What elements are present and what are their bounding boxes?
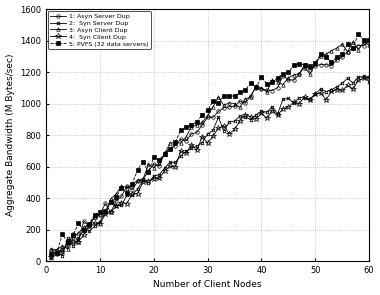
1: Asyn Server Dup: (21, 602): Asyn Server Dup: (21, 602) [157, 164, 162, 168]
4:  Syn Client Dup: (38, 916): Syn Client Dup: (38, 916) [249, 115, 253, 119]
Line: 5: PVFS (32 data servers): 5: PVFS (32 data servers) [49, 32, 371, 256]
5: PVFS (32 data servers): (18, 632): PVFS (32 data servers): (18, 632) [141, 160, 145, 163]
5: PVFS (32 data servers): (38, 1.13e+03): PVFS (32 data servers): (38, 1.13e+03) [249, 81, 253, 85]
2:  Syn Server Dup: (18, 512): Syn Server Dup: (18, 512) [141, 179, 145, 182]
4:  Syn Client Dup: (20, 521): Syn Client Dup: (20, 521) [152, 177, 156, 181]
1: Asyn Server Dup: (19, 571): Asyn Server Dup: (19, 571) [146, 169, 151, 173]
2:  Syn Server Dup: (1, 17.8): Syn Server Dup: (1, 17.8) [49, 256, 54, 260]
Line: 3: Asyn Client Dup: 3: Asyn Client Dup [50, 40, 371, 251]
3: Asyn Client Dup: (19, 614): Asyn Client Dup: (19, 614) [146, 163, 151, 166]
Legend: 1: Asyn Server Dup, 2:  Syn Server Dup, 3: Asyn Client Dup, 4:  Syn Client Dup, : 1: Asyn Server Dup, 2: Syn Server Dup, 3… [48, 11, 150, 49]
4:  Syn Client Dup: (18, 502): Syn Client Dup: (18, 502) [141, 180, 145, 184]
Line: 2:  Syn Server Dup: 2: Syn Server Dup [49, 74, 371, 260]
4:  Syn Client Dup: (11, 300): Syn Client Dup: (11, 300) [103, 212, 108, 216]
1: Asyn Server Dup: (2, 44.7): Asyn Server Dup: (2, 44.7) [55, 252, 59, 256]
3: Asyn Client Dup: (1, 75.7): Asyn Client Dup: (1, 75.7) [49, 247, 54, 251]
1: Asyn Server Dup: (12, 308): Asyn Server Dup: (12, 308) [108, 211, 113, 214]
3: Asyn Client Dup: (60, 1.37e+03): Asyn Client Dup: (60, 1.37e+03) [367, 43, 371, 47]
5: PVFS (32 data servers): (60, 1.4e+03): PVFS (32 data servers): (60, 1.4e+03) [367, 38, 371, 42]
1: Asyn Server Dup: (39, 1.1e+03): Asyn Server Dup: (39, 1.1e+03) [254, 86, 258, 89]
4:  Syn Client Dup: (60, 1.17e+03): Syn Client Dup: (60, 1.17e+03) [367, 76, 371, 79]
5: PVFS (32 data servers): (20, 659): PVFS (32 data servers): (20, 659) [152, 155, 156, 159]
3: Asyn Client Dup: (12, 394): Asyn Client Dup: (12, 394) [108, 197, 113, 201]
1: Asyn Server Dup: (60, 1.4e+03): Asyn Server Dup: (60, 1.4e+03) [367, 39, 371, 43]
3: Asyn Client Dup: (2, 72.9): Asyn Client Dup: (2, 72.9) [55, 248, 59, 251]
2:  Syn Server Dup: (20, 540): Syn Server Dup: (20, 540) [152, 174, 156, 178]
2:  Syn Server Dup: (16, 419): Syn Server Dup: (16, 419) [130, 193, 135, 197]
2:  Syn Server Dup: (59, 1.17e+03): Syn Server Dup: (59, 1.17e+03) [361, 75, 366, 78]
2:  Syn Server Dup: (38, 897): Syn Server Dup: (38, 897) [249, 118, 253, 122]
4:  Syn Client Dup: (16, 424): Syn Client Dup: (16, 424) [130, 193, 135, 196]
5: PVFS (32 data servers): (1, 45.2): PVFS (32 data servers): (1, 45.2) [49, 252, 54, 256]
3: Asyn Client Dup: (57, 1.39e+03): Asyn Client Dup: (57, 1.39e+03) [351, 40, 355, 43]
1: Asyn Server Dup: (22, 689): Asyn Server Dup: (22, 689) [162, 151, 167, 154]
3: Asyn Client Dup: (17, 513): Asyn Client Dup: (17, 513) [135, 178, 140, 182]
3: Asyn Client Dup: (39, 1.11e+03): Asyn Client Dup: (39, 1.11e+03) [254, 84, 258, 88]
1: Asyn Server Dup: (17, 506): Asyn Server Dup: (17, 506) [135, 180, 140, 183]
3: Asyn Client Dup: (22, 677): Asyn Client Dup: (22, 677) [162, 153, 167, 156]
5: PVFS (32 data servers): (11, 316): PVFS (32 data servers): (11, 316) [103, 209, 108, 213]
2:  Syn Server Dup: (60, 1.14e+03): Syn Server Dup: (60, 1.14e+03) [367, 80, 371, 83]
5: PVFS (32 data servers): (16, 491): PVFS (32 data servers): (16, 491) [130, 182, 135, 186]
4:  Syn Client Dup: (21, 524): Syn Client Dup: (21, 524) [157, 177, 162, 180]
X-axis label: Number of Client Nodes: Number of Client Nodes [154, 281, 262, 289]
5: PVFS (32 data servers): (21, 643): PVFS (32 data servers): (21, 643) [157, 158, 162, 162]
Y-axis label: Aggregate Bandwidth (M Bytes/sec): Aggregate Bandwidth (M Bytes/sec) [6, 54, 14, 216]
4:  Syn Client Dup: (1, 27.1): Syn Client Dup: (1, 27.1) [49, 255, 54, 258]
Line: 1: Asyn Server Dup: 1: Asyn Server Dup [50, 39, 371, 256]
3: Asyn Client Dup: (21, 621): Asyn Client Dup: (21, 621) [157, 161, 162, 165]
2:  Syn Server Dup: (11, 309): Syn Server Dup: (11, 309) [103, 211, 108, 214]
Line: 4:  Syn Client Dup: 4: Syn Client Dup [49, 75, 372, 260]
2:  Syn Server Dup: (21, 548): Syn Server Dup: (21, 548) [157, 173, 162, 176]
1: Asyn Server Dup: (1, 70.6): Asyn Server Dup: (1, 70.6) [49, 248, 54, 252]
5: PVFS (32 data servers): (58, 1.44e+03): PVFS (32 data servers): (58, 1.44e+03) [356, 32, 361, 36]
